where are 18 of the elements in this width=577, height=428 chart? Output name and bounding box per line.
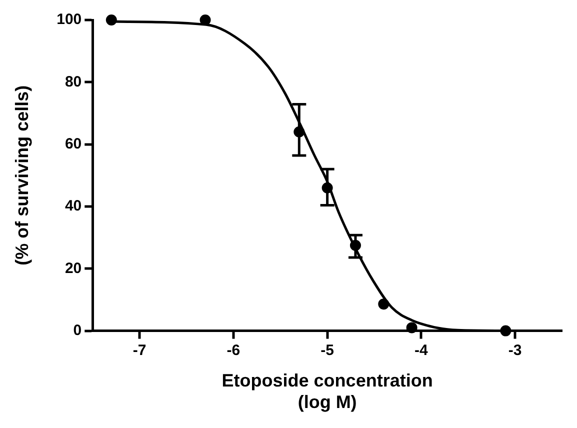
point <box>106 14 117 26</box>
y-tick-label: 80 <box>64 73 82 90</box>
x-tick-label: -4 <box>414 342 429 359</box>
point <box>500 325 512 336</box>
x-tick-label: -5 <box>320 342 334 359</box>
y-tick-label: 40 <box>64 198 82 215</box>
x-tick-label: -7 <box>132 342 146 359</box>
point <box>406 322 418 334</box>
point <box>200 14 211 26</box>
y-tick-label: 100 <box>56 11 82 28</box>
y-tick-label: 60 <box>64 135 82 152</box>
x-axis-title: Etoposide concentration (log M) <box>222 370 433 412</box>
y-tick-label: 0 <box>73 322 82 339</box>
y-axis-title: (% of surviving cells) <box>12 85 32 266</box>
x-tick-label: -3 <box>508 342 522 359</box>
x-tick-label: -6 <box>226 342 240 359</box>
y-tick-label: 20 <box>64 260 82 277</box>
point <box>378 298 390 310</box>
